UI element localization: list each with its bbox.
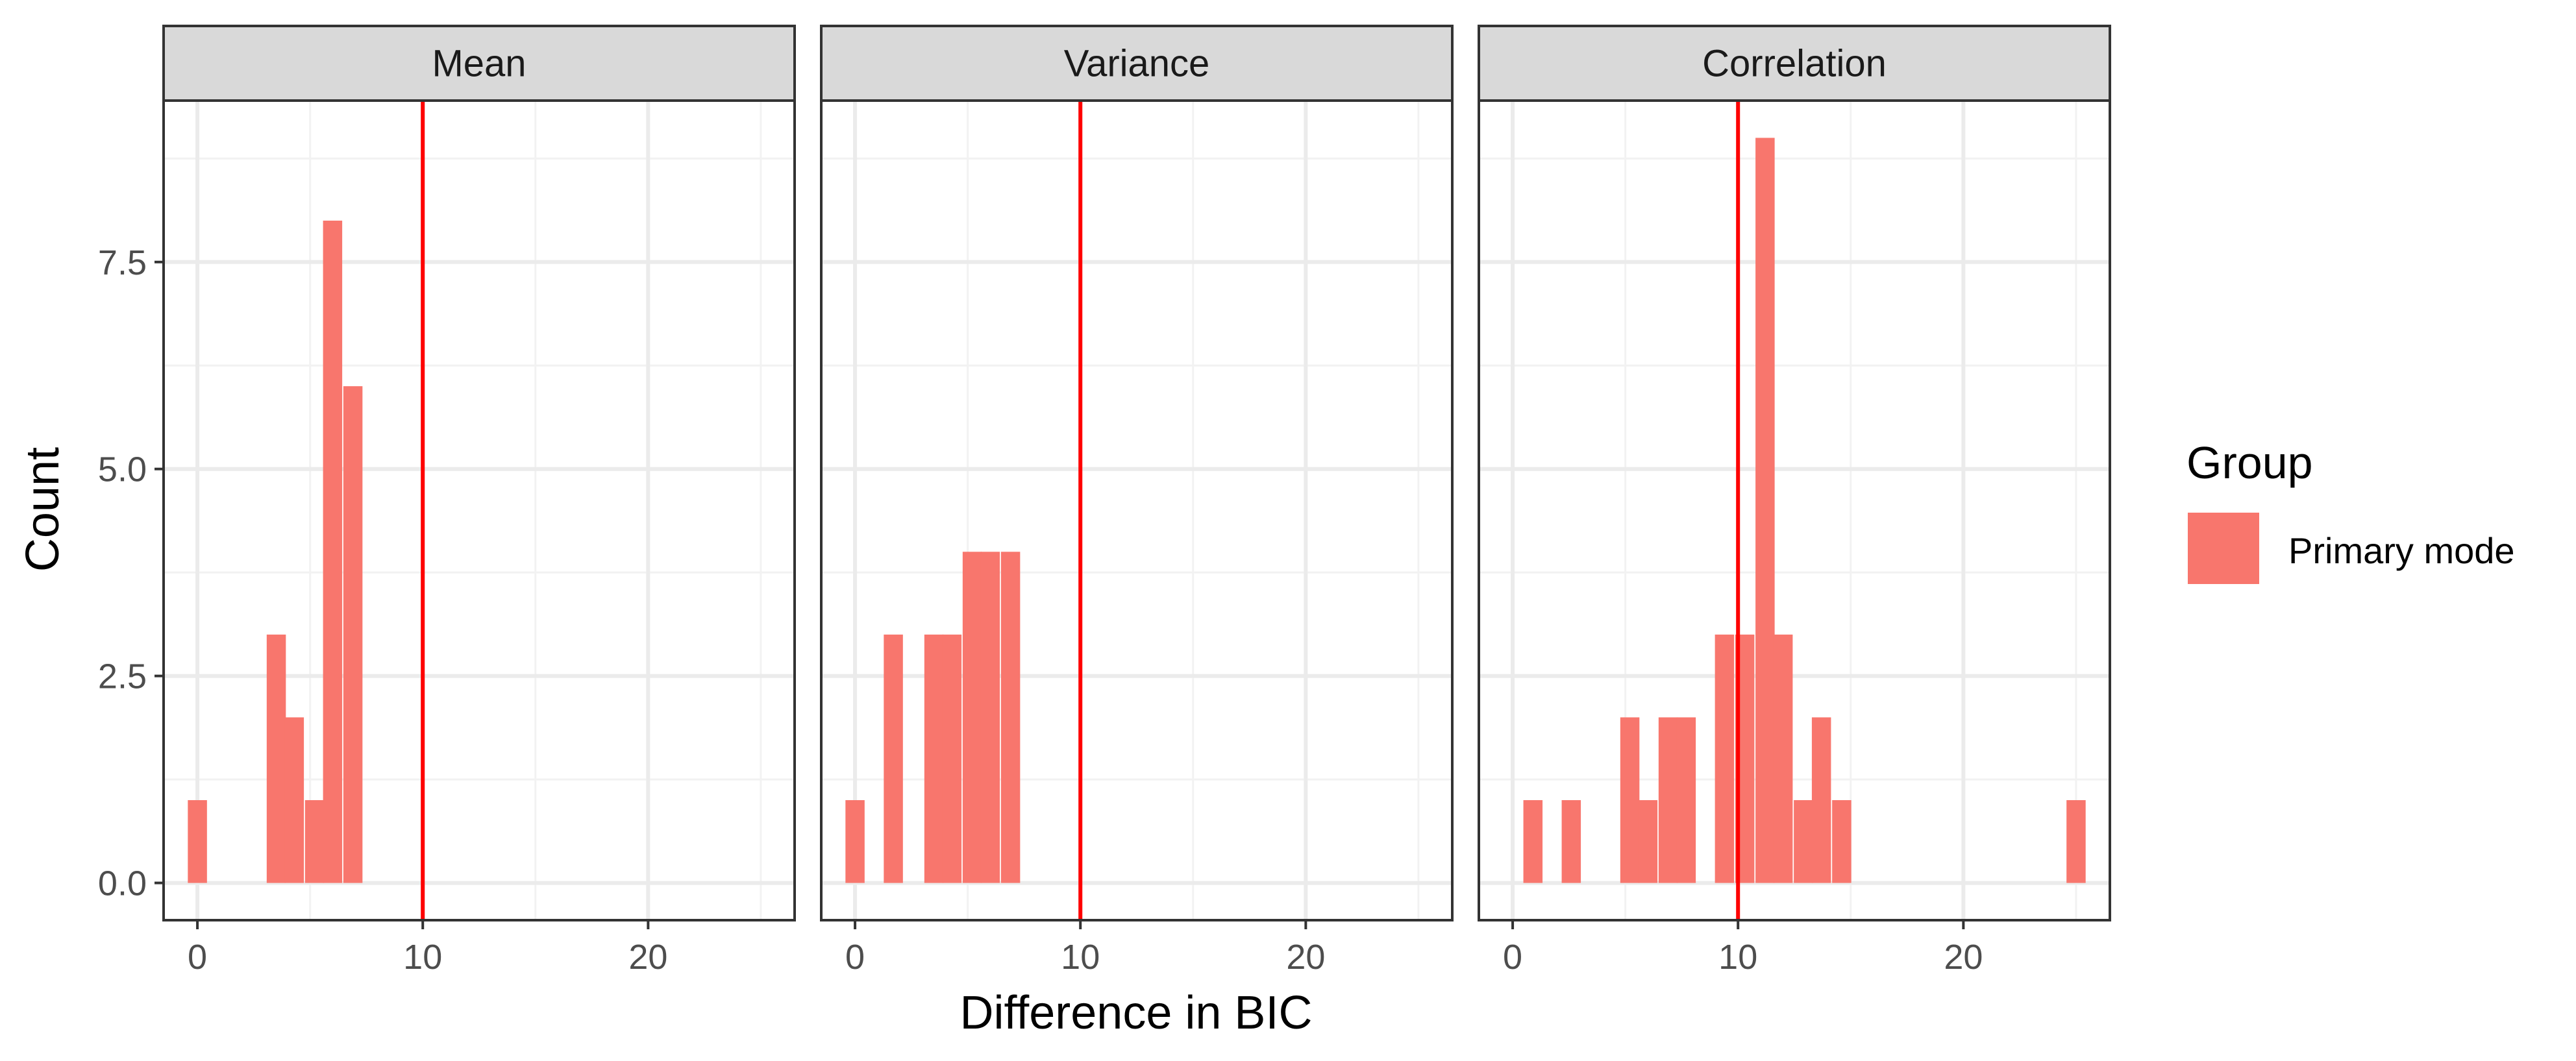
histogram-bar bbox=[284, 717, 304, 883]
histogram-bar bbox=[1658, 717, 1678, 883]
facet-strip bbox=[162, 25, 796, 102]
y-axis-title: Count bbox=[17, 447, 69, 572]
histogram-bar bbox=[1000, 552, 1021, 883]
histogram-bar bbox=[884, 634, 903, 883]
y-tick-label: 7.5 bbox=[98, 243, 147, 282]
histogram-bar bbox=[1715, 634, 1735, 883]
x-tick-label: 0 bbox=[1503, 938, 1522, 977]
legend-title: Group bbox=[2186, 437, 2313, 488]
histogram-bar bbox=[188, 800, 207, 883]
histogram-bar bbox=[1676, 717, 1696, 883]
histogram-bar bbox=[1620, 717, 1640, 883]
histogram-bar bbox=[1832, 800, 1852, 883]
facet-strip-label: Correlation bbox=[1702, 43, 1887, 85]
x-axis-title: Difference in BIC bbox=[960, 987, 1313, 1039]
y-tick-label: 0.0 bbox=[98, 864, 147, 903]
x-tick-label: 10 bbox=[1718, 938, 1757, 977]
x-tick-label: 0 bbox=[188, 938, 207, 977]
histogram-bar bbox=[1638, 800, 1658, 883]
facet-panel-variance: Variance 0 10 20 bbox=[820, 25, 1454, 977]
legend-label-primary-mode: Primary mode bbox=[2288, 530, 2515, 571]
y-tick-label: 5.0 bbox=[98, 450, 147, 489]
panel-background bbox=[164, 101, 795, 920]
x-tick-label: 20 bbox=[628, 938, 667, 977]
facet-strip-label: Mean bbox=[432, 43, 526, 85]
facet-strip bbox=[1478, 25, 2111, 102]
y-tick-label: 2.5 bbox=[98, 657, 147, 696]
legend: Group Primary mode bbox=[2186, 437, 2515, 584]
x-tick-label: 10 bbox=[1061, 938, 1100, 977]
histogram-bar bbox=[304, 800, 325, 883]
facet-panel-mean: Mean 0 10 20 0.0 2.5 5.0 7.5 bbox=[98, 25, 796, 977]
histogram-bar bbox=[962, 552, 982, 883]
facet-strip bbox=[820, 25, 1454, 102]
histogram-bar bbox=[1755, 138, 1775, 883]
panel-background bbox=[821, 101, 1452, 920]
facet-strip-label: Variance bbox=[1064, 43, 1210, 85]
x-tick-label: 0 bbox=[845, 938, 865, 977]
histogram-bar bbox=[1773, 634, 1793, 883]
x-tick-label: 20 bbox=[1286, 938, 1325, 977]
panel-background bbox=[1479, 101, 2110, 920]
facet-panel-correlation: Correlation 0 10 20 bbox=[1478, 25, 2111, 977]
histogram-bar bbox=[1794, 800, 1813, 883]
histogram-bar bbox=[323, 220, 343, 883]
histogram-bar bbox=[2066, 800, 2086, 883]
histogram-bar bbox=[1811, 717, 1831, 883]
histogram-bar bbox=[924, 634, 944, 883]
histogram-bar bbox=[266, 634, 286, 883]
histogram-bar bbox=[1561, 800, 1581, 883]
histogram-bar bbox=[942, 634, 962, 883]
histogram-bar bbox=[1523, 800, 1543, 883]
legend-key-primary-mode bbox=[2188, 513, 2259, 584]
histogram-bar bbox=[980, 552, 1000, 883]
x-tick-label: 20 bbox=[1944, 938, 1983, 977]
histogram-bar bbox=[845, 800, 865, 883]
histogram-bar bbox=[343, 386, 363, 883]
x-tick-label: 10 bbox=[403, 938, 442, 977]
